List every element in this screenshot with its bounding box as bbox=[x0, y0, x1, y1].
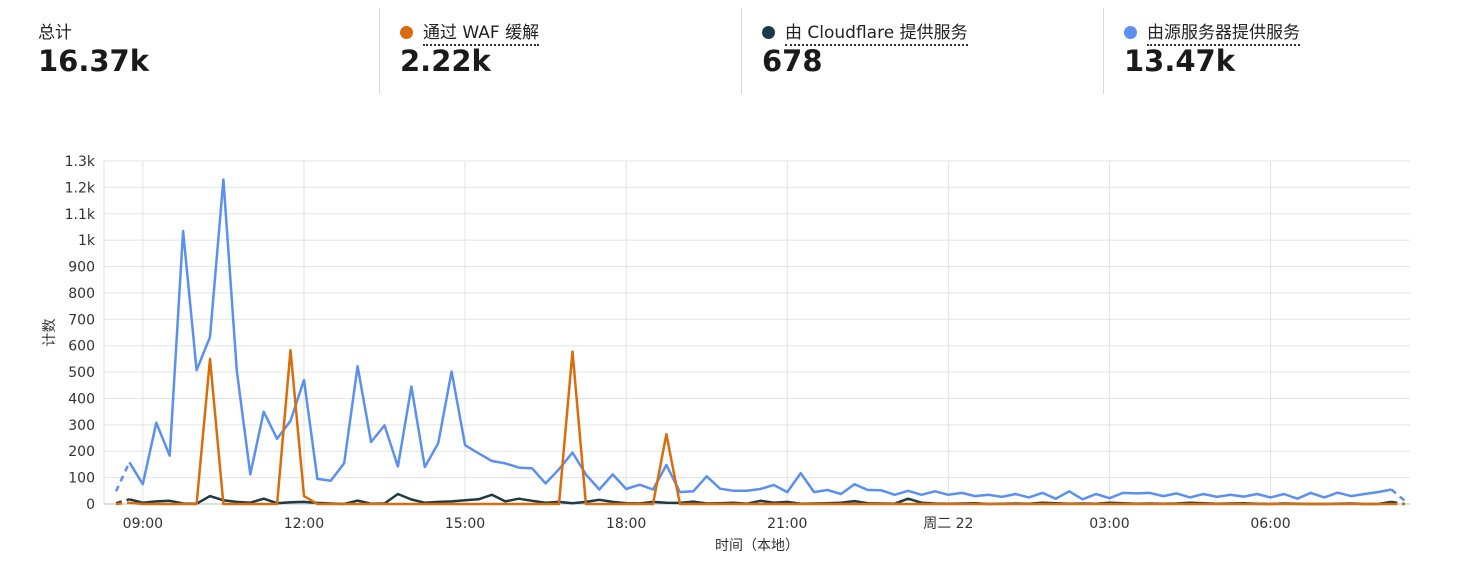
y-tick-label: 400 bbox=[68, 391, 95, 407]
y-tick-label: 800 bbox=[68, 286, 95, 302]
summary-stats: 总计 16.37k 通过 WAF 缓解 2.22k 由 Cloudflare 提… bbox=[0, 0, 1472, 96]
x-tick-label: 周二 22 bbox=[923, 516, 973, 532]
y-tick-label: 1.3k bbox=[65, 154, 96, 170]
y-axis-title: 计数 bbox=[42, 319, 58, 347]
stat-origin-label[interactable]: 由源服务器提供服务 bbox=[1147, 18, 1300, 46]
stat-waf-label[interactable]: 通过 WAF 缓解 bbox=[423, 18, 540, 46]
stat-cloudflare-value: 678 bbox=[762, 44, 823, 78]
x-axis-title: 时间（本地） bbox=[715, 538, 799, 554]
series-line-2 bbox=[129, 348, 1392, 506]
x-tick-label: 12:00 bbox=[284, 516, 324, 532]
series-line-0-start bbox=[114, 461, 131, 492]
x-tick-label: 09:00 bbox=[123, 516, 163, 532]
y-tick-label: 1.2k bbox=[65, 180, 96, 196]
chart-area: 0 100 200 300 400 500 600 700 800 900 1k 1.1k 1.2k 1.… bbox=[0, 140, 1472, 560]
x-tick-label: 06:00 bbox=[1250, 516, 1290, 532]
stat-divider bbox=[379, 8, 380, 94]
y-tick-label: 700 bbox=[68, 312, 95, 328]
y-tick-label: 900 bbox=[68, 260, 95, 276]
x-tick-label: 21:00 bbox=[767, 516, 807, 532]
stat-divider bbox=[1103, 8, 1104, 94]
stat-divider bbox=[741, 8, 742, 94]
x-tick-label: 18:00 bbox=[606, 516, 646, 532]
y-tick-label: 200 bbox=[68, 444, 95, 460]
x-tick-label: 03:00 bbox=[1089, 516, 1129, 532]
stat-total-label: 总计 bbox=[38, 23, 72, 43]
stat-origin-value: 13.47k bbox=[1124, 44, 1236, 78]
y-tick-label: 1.1k bbox=[65, 207, 96, 223]
stat-total-value: 16.37k bbox=[38, 44, 150, 78]
y-tick-label: 300 bbox=[68, 418, 95, 434]
x-tick-label: 15:00 bbox=[445, 516, 485, 532]
y-tick-label: 600 bbox=[68, 339, 95, 355]
traffic-line-chart[interactable]: 0 100 200 300 400 500 600 700 800 900 1k 1.1k 1.2k 1.… bbox=[0, 140, 1472, 560]
y-tick-label: 500 bbox=[68, 365, 95, 381]
y-tick-label: 0 bbox=[86, 497, 95, 513]
legend-dot-cloudflare-icon bbox=[762, 25, 775, 39]
stat-cloudflare-label[interactable]: 由 Cloudflare 提供服务 bbox=[785, 18, 968, 46]
y-tick-label: 1k bbox=[78, 233, 96, 249]
stat-waf-value: 2.22k bbox=[400, 44, 491, 78]
series-line-0-end bbox=[1390, 488, 1406, 502]
legend-dot-origin-icon bbox=[1124, 25, 1137, 39]
legend-dot-waf-icon bbox=[400, 25, 413, 39]
series-line-2-start bbox=[115, 501, 130, 506]
y-tick-label: 100 bbox=[68, 471, 95, 487]
series-line-0 bbox=[128, 178, 1392, 501]
